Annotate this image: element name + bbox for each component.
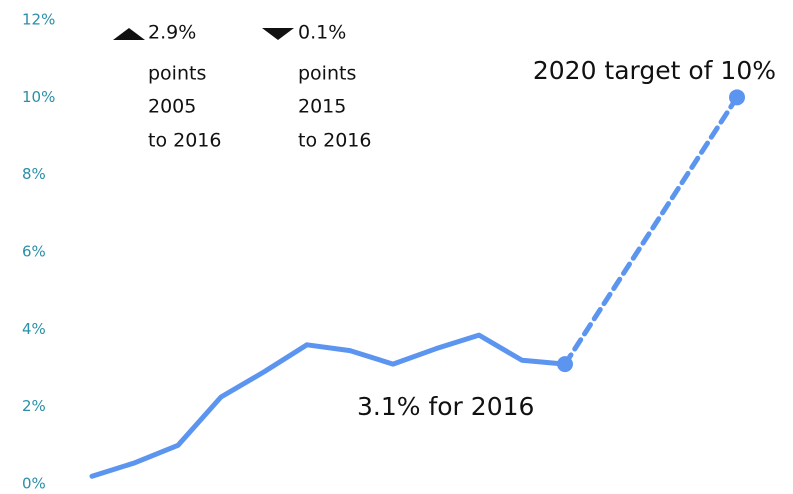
point bbox=[557, 356, 573, 373]
annotation: 3.1% for 2016 bbox=[357, 392, 534, 421]
change-label: to 2016 bbox=[298, 130, 371, 152]
change-label: points bbox=[148, 63, 206, 85]
y-tick-label: 6% bbox=[22, 243, 46, 261]
down-arrow bbox=[262, 28, 294, 40]
up-arrow bbox=[113, 28, 145, 40]
change-label: to 2016 bbox=[148, 130, 221, 152]
y-tick-label: 8% bbox=[22, 165, 46, 183]
point bbox=[729, 89, 745, 106]
y-tick-label: 12% bbox=[22, 11, 55, 29]
y-tick-label: 4% bbox=[22, 320, 46, 338]
change-label: 2015 bbox=[298, 96, 346, 118]
y-tick-label: 10% bbox=[22, 88, 55, 106]
y-tick-label: 0% bbox=[22, 475, 46, 493]
change-label: points bbox=[298, 63, 356, 85]
change-label: 0.1% bbox=[298, 22, 346, 44]
y-tick-label: 2% bbox=[22, 397, 46, 415]
change-label: 2005 bbox=[148, 96, 196, 118]
line bbox=[89, 332, 568, 479]
line bbox=[562, 94, 740, 367]
change-label: 2.9% bbox=[148, 22, 196, 44]
annotation: 2020 target of 10% bbox=[533, 56, 776, 85]
